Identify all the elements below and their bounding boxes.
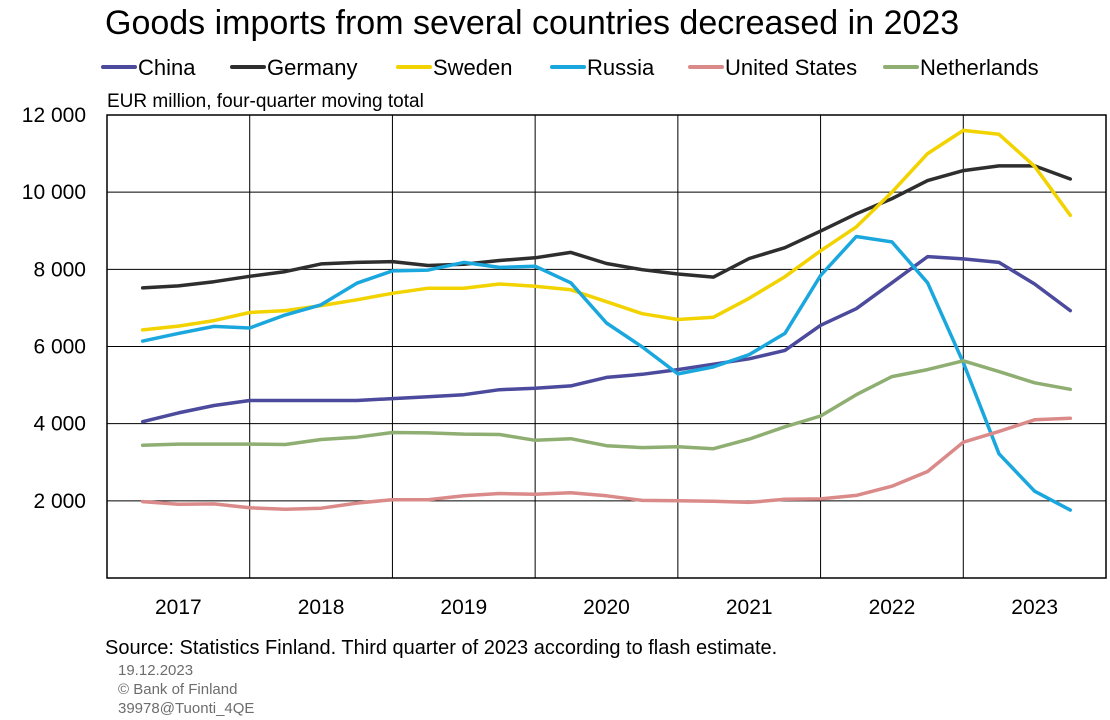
legend-item-united-states: United States — [688, 55, 857, 80]
y-tick-label: 4 000 — [33, 413, 86, 436]
legend-label: Sweden — [433, 55, 513, 80]
x-tick-label: 2020 — [583, 596, 630, 619]
release-date: 19.12.2023 — [118, 662, 193, 679]
legend-label: China — [138, 55, 196, 80]
series-line-russia — [140, 234, 1073, 512]
y-tick-label: 2 000 — [33, 490, 86, 513]
series-line-china — [140, 254, 1073, 424]
legend-item-germany: Germany — [230, 55, 357, 80]
y-tick-label: 12 000 — [22, 104, 86, 127]
x-tick-label: 2019 — [440, 596, 487, 619]
legend-label: Russia — [587, 55, 655, 80]
x-axis: 2017 2018 2019 2020 2021 2022 2023 — [155, 596, 1058, 619]
x-tick-label: 2021 — [726, 596, 773, 619]
series-line-united-states — [140, 416, 1073, 512]
x-tick-label: 2023 — [1011, 596, 1058, 619]
legend-item-china: China — [101, 55, 196, 80]
y-tick-label: 10 000 — [22, 181, 86, 204]
chart-code: 39978@Tuonti_4QE — [118, 700, 254, 717]
chart-title: Goods imports from several countries dec… — [105, 4, 959, 42]
x-tick-label: 2017 — [155, 596, 202, 619]
legend-item-netherlands: Netherlands — [883, 55, 1039, 80]
unit-label: EUR million, four-quarter moving total — [107, 91, 424, 112]
legend: China Germany Sweden Russia United States Net… — [101, 55, 1039, 80]
y-axis: 2 000 4 000 6 000 8 000 10 000 12 000 — [22, 104, 86, 513]
legend-label: United States — [725, 55, 857, 80]
y-tick-label: 6 000 — [33, 336, 86, 359]
source-note: Source: Statistics Finland. Third quarte… — [105, 637, 777, 659]
plot-frame — [106, 114, 1107, 579]
series-line-netherlands — [140, 359, 1073, 451]
copyright: © Bank of Finland — [118, 681, 237, 698]
legend-label: Netherlands — [920, 55, 1039, 80]
legend-item-russia: Russia — [550, 55, 655, 80]
series-line-sweden — [140, 128, 1073, 332]
series-line-germany — [140, 164, 1073, 290]
y-tick-label: 8 000 — [33, 258, 86, 281]
x-tick-label: 2022 — [869, 596, 916, 619]
legend-label: Germany — [267, 55, 357, 80]
series-lines — [140, 128, 1073, 512]
legend-item-sweden: Sweden — [396, 55, 513, 80]
x-tick-label: 2018 — [298, 596, 345, 619]
